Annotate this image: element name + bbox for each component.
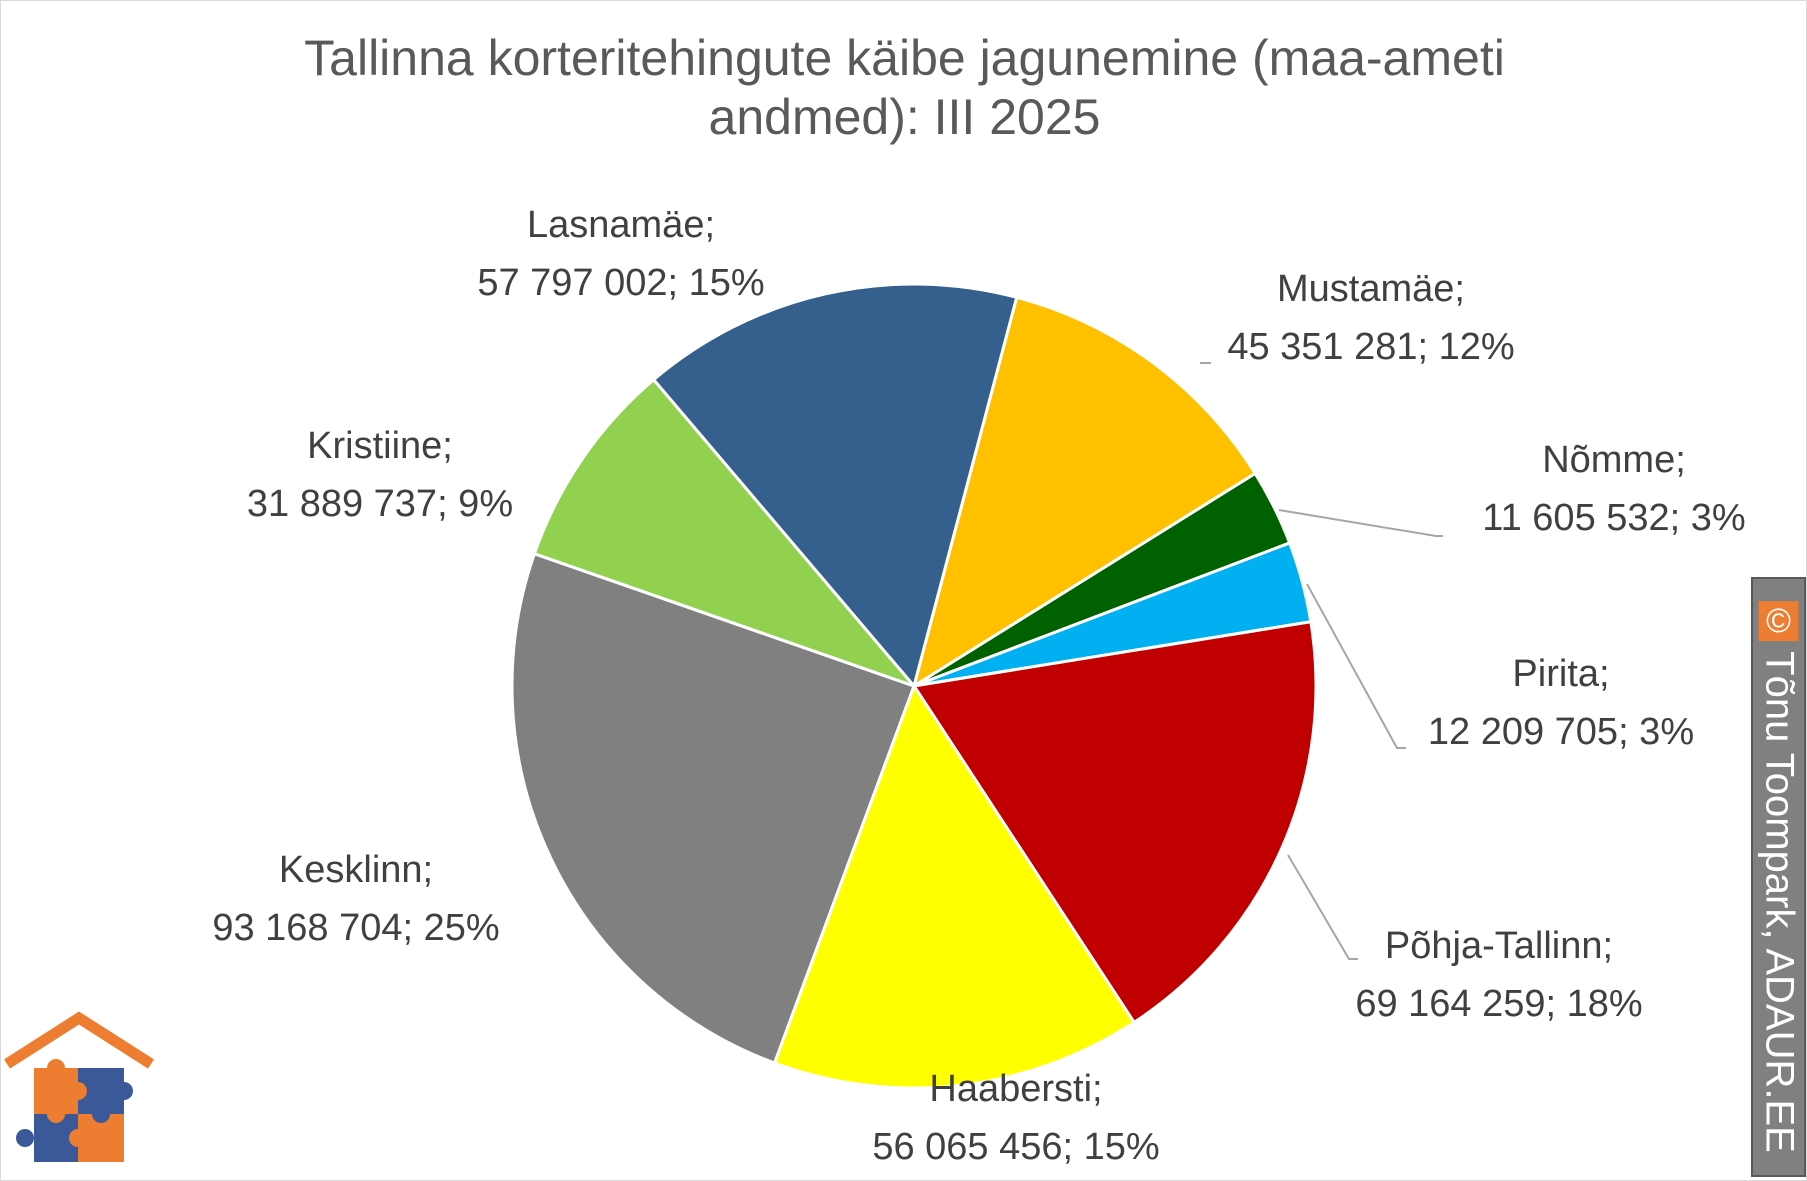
pie-slice-5 — [772, 684, 1136, 1090]
puzzle-icon — [16, 1059, 133, 1162]
slice-label-6: Kesklinn; 93 168 704; 25% — [212, 841, 499, 957]
slice-value: 56 065 456; 15% — [872, 1126, 1160, 1168]
slice-value: 11 605 532; 3% — [1482, 497, 1746, 539]
pie-slice-1 — [912, 295, 1257, 688]
leader-lines — [1200, 362, 1443, 960]
slice-name: Lasnamäe; — [526, 204, 716, 246]
leader-line-3 — [1306, 583, 1406, 749]
slice-name: Haabersti; — [929, 1068, 1103, 1110]
slice-value: 69 164 259; 18% — [1355, 983, 1643, 1025]
slice-label-3: Pirita; 12 209 705; 3% — [1428, 645, 1694, 761]
slice-value: 31 889 737; 9% — [246, 483, 514, 525]
slice-label-2: Nõmme; 11 605 532; 3% — [1482, 431, 1745, 547]
slice-name: Põhja-Tallinn; — [1384, 925, 1614, 967]
puzzle-house-logo — [4, 1011, 154, 1162]
leader-line-2 — [1278, 509, 1443, 537]
pie-slice-4 — [912, 620, 1318, 1024]
pie-slices — [510, 282, 1318, 1090]
slice-label-7: Kristiine; 31 889 737; 9% — [247, 417, 513, 533]
pie-slice-6 — [510, 552, 916, 1065]
slice-name: Pirita; — [1512, 653, 1610, 695]
house-roof-icon — [4, 1011, 154, 1069]
chart-title-line-1: Tallinna korteritehingute käibe jagunemi… — [304, 30, 1505, 86]
slice-label-5: Haabersti; 56 065 456; 15% — [872, 1060, 1159, 1176]
slice-value: 93 168 704; 25% — [212, 907, 500, 949]
copyright-banner: © Tõnu Toompark, ADAUR.EE — [1751, 577, 1806, 1177]
slice-value: 57 797 002; 15% — [477, 262, 765, 304]
copyright-text: Tõnu Toompark, ADAUR.EE — [1757, 651, 1801, 1153]
chart-title-line-2: andmed): III 2025 — [708, 89, 1101, 145]
copyright-icon: © — [1758, 601, 1799, 642]
leader-line-4 — [1287, 854, 1358, 960]
slice-name: Kesklinn; — [278, 849, 434, 891]
slice-label-4: Põhja-Tallinn; 69 164 259; 18% — [1355, 917, 1642, 1033]
slice-label-1: Mustamäe; 45 351 281; 12% — [1227, 260, 1514, 376]
slice-name: Nõmme; — [1542, 439, 1686, 481]
slice-label-8: Lasnamäe; 57 797 002; 15% — [477, 196, 764, 312]
slice-value: 45 351 281; 12% — [1227, 326, 1515, 368]
slice-name: Mustamäe; — [1277, 268, 1465, 310]
pie-slice-7 — [532, 378, 916, 688]
pie-slice-8 — [652, 282, 1019, 688]
slice-value: 12 209 705; 3% — [1427, 711, 1695, 753]
slice-name: Kristiine; — [307, 425, 453, 467]
